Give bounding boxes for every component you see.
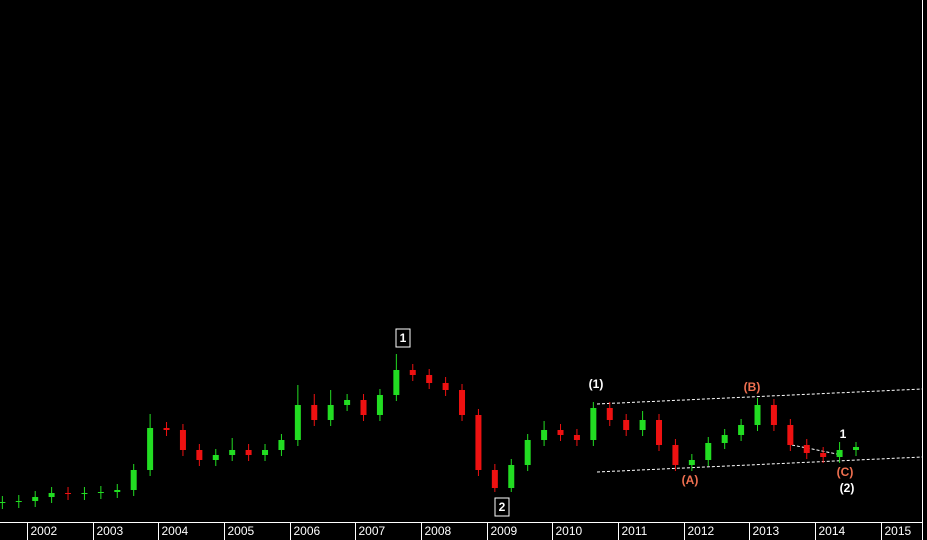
candle-body (311, 405, 318, 420)
x-tick-label: 2015 (885, 524, 912, 538)
candle-body (721, 435, 728, 443)
wedge-line (791, 444, 843, 456)
channel-lower (596, 456, 923, 473)
candle-body (820, 453, 827, 457)
wave-label: (A) (682, 473, 699, 487)
candle-body (0, 502, 6, 503)
candle-body (590, 408, 597, 440)
candle-body (541, 430, 548, 440)
candle-body (672, 445, 679, 465)
x-tick-label: 2004 (162, 524, 189, 538)
candle-body (803, 445, 810, 453)
candle-body (229, 450, 236, 455)
candle-body (573, 435, 580, 440)
candle-body (147, 428, 154, 470)
wave-label: (2) (840, 481, 855, 495)
candle-body (705, 443, 712, 460)
x-tick-label: 2003 (97, 524, 124, 538)
candle-body (262, 450, 269, 455)
candle-body (163, 428, 170, 430)
x-tick-label: 2013 (753, 524, 780, 538)
candle-body (278, 440, 285, 450)
x-tick-label: 2008 (425, 524, 452, 538)
candle-body (114, 490, 121, 492)
candle-body (130, 470, 137, 490)
candle-body (770, 405, 777, 425)
candle-body (32, 497, 39, 501)
candle-body (179, 430, 186, 450)
wave-label: 1 (840, 427, 847, 441)
wave-label: (C) (837, 465, 854, 479)
candle-body (65, 493, 72, 494)
candle-body (491, 470, 498, 488)
candle-body (442, 383, 449, 390)
candle-body (459, 390, 466, 415)
candle-body (688, 460, 695, 465)
x-tick-label: 2002 (31, 524, 58, 538)
candle-body (48, 493, 55, 497)
candle-body (245, 450, 252, 455)
candle-body (212, 455, 219, 460)
wave-label: 2 (499, 500, 506, 514)
candle-body (656, 420, 663, 445)
candle-body (836, 450, 843, 457)
x-tick-label: 2009 (491, 524, 518, 538)
x-tick-label: 2011 (622, 524, 648, 538)
candle-body (97, 492, 104, 493)
candle-body (426, 375, 433, 383)
channel-upper (596, 388, 923, 405)
candle-body (754, 405, 761, 425)
wave-label: (B) (744, 380, 761, 394)
x-tick-label: 2012 (688, 524, 715, 538)
candle-body (393, 370, 400, 395)
candle-body (606, 408, 613, 420)
wave-label: (1) (589, 377, 604, 391)
candle-body (853, 447, 860, 450)
x-tick-label: 2005 (228, 524, 255, 538)
candle-body (557, 430, 564, 435)
x-tick-label: 2010 (556, 524, 583, 538)
candle-body (327, 405, 334, 420)
label-box (395, 328, 411, 348)
candle-body (623, 420, 630, 430)
candle-body (15, 501, 22, 502)
candle-body (344, 400, 351, 405)
x-tick-label: 2006 (294, 524, 321, 538)
x-tick-label: 2014 (819, 524, 846, 538)
candle-body (360, 400, 367, 415)
candle-body (508, 465, 515, 488)
label-box (494, 497, 510, 517)
candle-body (524, 440, 531, 465)
candle-body (81, 493, 88, 494)
candle-body (475, 415, 482, 470)
candle-body (196, 450, 203, 460)
candle-body (639, 420, 646, 430)
candle-body (294, 405, 301, 440)
candle-body (376, 395, 383, 415)
wave-label: 1 (400, 331, 407, 345)
candle-body (738, 425, 745, 435)
candle-body (409, 370, 416, 375)
candle-body (787, 425, 794, 445)
x-tick-label: 2007 (359, 524, 386, 538)
